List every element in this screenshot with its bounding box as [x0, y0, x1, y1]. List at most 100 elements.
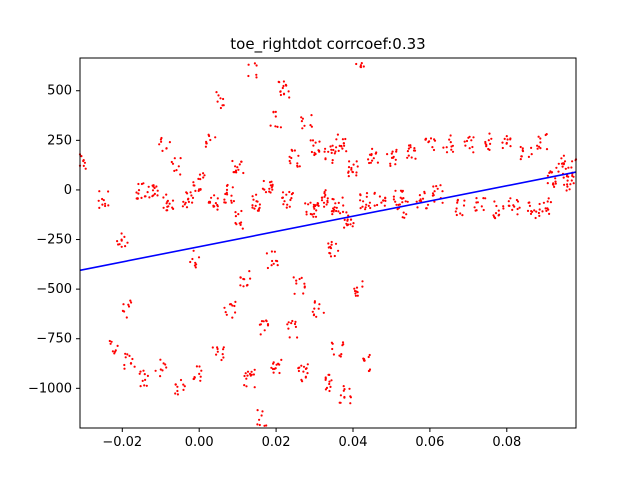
scatter-point [256, 200, 259, 203]
scatter-point [463, 140, 466, 143]
scatter-point [161, 369, 164, 372]
scatter-point [564, 167, 567, 170]
scatter-point [193, 377, 196, 380]
scatter-point [351, 171, 354, 174]
scatter-point [507, 204, 510, 207]
scatter-point [177, 165, 180, 168]
scatter-point [520, 155, 523, 158]
scatter-point [554, 177, 557, 180]
scatter-point [107, 190, 110, 193]
scatter-point [489, 142, 492, 145]
scatter-point [445, 146, 448, 149]
scatter-point [369, 161, 372, 164]
scatter-point [142, 369, 145, 372]
scatter-point [273, 367, 276, 370]
scatter-point [373, 191, 376, 194]
scatter-point [189, 260, 192, 264]
scatter-point [506, 138, 509, 141]
scatter-point [475, 197, 478, 200]
scatter-point [534, 216, 537, 220]
scatter-point [283, 200, 286, 203]
scatter-point [260, 414, 263, 417]
scatter-point [352, 222, 355, 225]
scatter-point [334, 150, 337, 153]
scatter-point [165, 366, 168, 369]
scatter-point [509, 145, 512, 148]
scatter-point [187, 200, 190, 203]
scatter-point [123, 235, 126, 238]
scatter-point [295, 279, 298, 282]
scatter-point [439, 184, 442, 187]
scatter-point [311, 139, 315, 142]
scatter-point [344, 137, 347, 141]
scatter-point [286, 323, 289, 326]
scatter-point [186, 192, 189, 195]
scatter-point [395, 203, 398, 206]
scatter-point [562, 163, 565, 166]
scatter-point [376, 203, 379, 207]
scatter-point [153, 186, 156, 190]
scatter-point [159, 375, 162, 378]
scatter-point [190, 194, 193, 197]
scatter-point [126, 353, 129, 356]
scatter-point [265, 424, 268, 427]
scatter-point [182, 200, 185, 203]
scatter-point [527, 201, 530, 204]
scatter-point [350, 168, 353, 171]
scatter-point [232, 200, 235, 203]
scatter-point [293, 292, 296, 295]
scatter-point [137, 182, 140, 186]
scatter-point [166, 209, 169, 212]
scatter-point [306, 372, 309, 375]
scatter-point [324, 147, 327, 150]
scatter-point [197, 177, 200, 180]
scatter-point [127, 303, 130, 306]
scatter-point [334, 202, 337, 205]
scatter-point [270, 264, 273, 267]
scatter-point [509, 138, 512, 141]
scatter-point [124, 245, 127, 248]
scatter-point [250, 373, 253, 376]
scatter-point [164, 363, 167, 366]
scatter-point [124, 352, 127, 355]
scatter-point [567, 175, 570, 178]
scatter-point [271, 259, 274, 263]
scatter-point [242, 171, 245, 175]
scatter-point [424, 137, 428, 140]
scatter-point [384, 199, 387, 202]
scatter-point [341, 344, 344, 347]
scatter-point [376, 161, 379, 164]
scatter-point [565, 189, 568, 192]
scatter-point [279, 90, 282, 93]
scatter-point [406, 200, 409, 203]
scatter-point [335, 209, 338, 213]
scatter-point [126, 241, 129, 244]
scatter-point [113, 352, 116, 355]
scatter-point [450, 148, 453, 151]
scatter-point [332, 210, 335, 213]
scatter-point [367, 158, 370, 161]
scatter-point [436, 187, 439, 190]
scatter-point [128, 354, 131, 357]
scatter-point [296, 165, 299, 168]
scatter-point [248, 270, 251, 273]
scatter-point [140, 196, 143, 199]
scatter-point [168, 141, 171, 144]
scatter-point [544, 207, 547, 210]
scatter-point [174, 392, 177, 395]
scatter-point [247, 63, 250, 66]
scatter-point [468, 135, 471, 138]
scatter-point [323, 195, 326, 198]
scatter-point [240, 221, 243, 224]
scatter-point [428, 140, 431, 143]
scatter-point [456, 201, 459, 204]
scatter-point [326, 197, 329, 200]
scatter-point [274, 125, 277, 128]
scatter-point [389, 164, 392, 167]
scatter-point [401, 201, 404, 204]
scatter-point [222, 104, 225, 107]
scatter-point [253, 386, 256, 389]
plot-frame [79, 57, 577, 429]
scatter-point [305, 210, 308, 213]
scatter-point [234, 169, 238, 172]
